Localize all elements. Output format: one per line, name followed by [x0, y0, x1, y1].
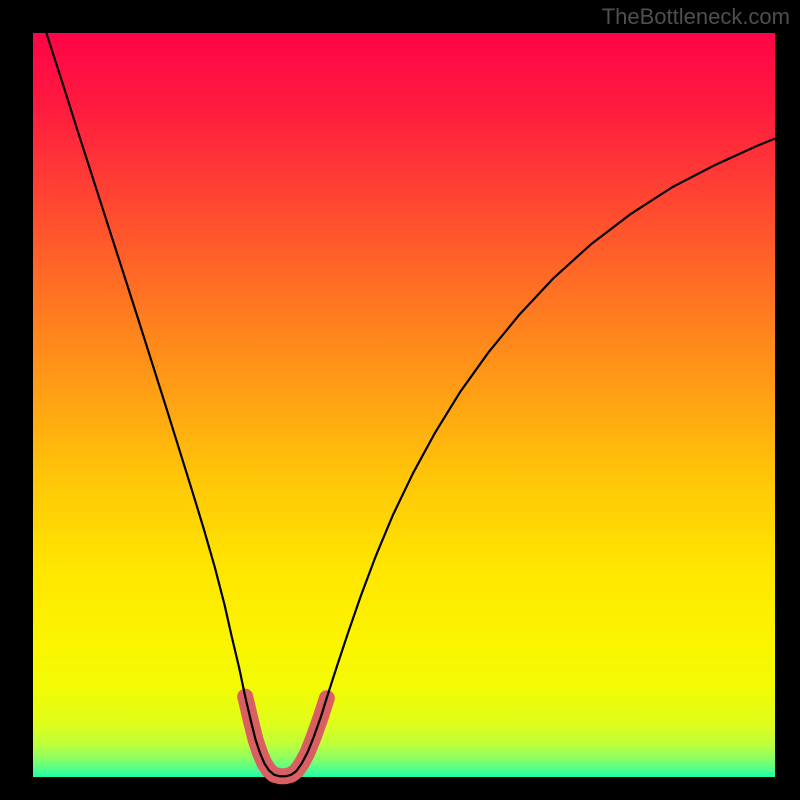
- watermark-text: TheBottleneck.com: [602, 4, 790, 30]
- chart-svg: [0, 0, 800, 800]
- chart-container: TheBottleneck.com: [0, 0, 800, 800]
- plot-background: [33, 33, 775, 777]
